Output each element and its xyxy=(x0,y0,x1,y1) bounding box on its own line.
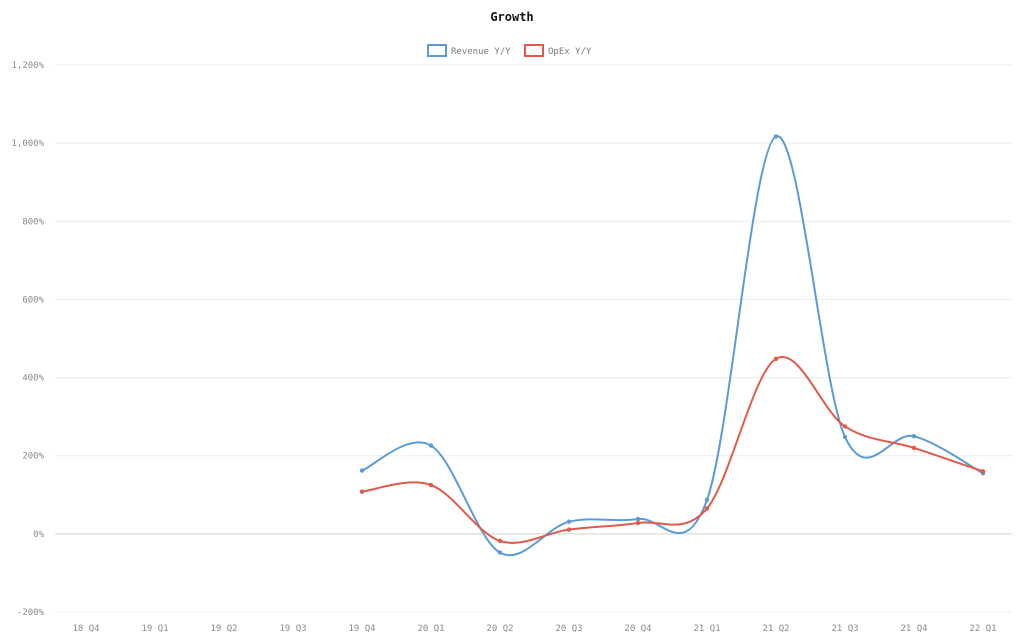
data-point[interactable] xyxy=(980,469,986,474)
y-tick-label: 800% xyxy=(22,217,44,227)
data-point[interactable] xyxy=(911,433,917,439)
data-points xyxy=(359,134,986,555)
data-point[interactable] xyxy=(359,468,365,473)
legend[interactable]: Revenue Y/Y OpEx Y/Y xyxy=(427,44,592,57)
x-tick-label: 20 Q1 xyxy=(417,624,444,634)
chart-title: Growth xyxy=(490,10,533,24)
y-tick-label: 1,000% xyxy=(11,139,44,149)
x-tick-label: 20 Q4 xyxy=(624,624,651,634)
y-tick-label: 200% xyxy=(22,452,44,462)
grid xyxy=(55,64,1012,613)
data-point[interactable] xyxy=(635,516,641,522)
x-tick-label: 19 Q2 xyxy=(210,624,237,634)
y-tick-label: 1,200% xyxy=(11,61,44,71)
data-point[interactable] xyxy=(704,497,710,503)
data-point[interactable] xyxy=(773,356,779,362)
x-tick-label: 22 Q1 xyxy=(969,624,996,634)
x-tick-label: 21 Q3 xyxy=(831,624,858,634)
x-axis-ticks: 18 Q4 19 Q1 19 Q2 19 Q3 19 Q4 20 Q1 20 Q2 20 Q3… xyxy=(72,624,996,634)
data-point[interactable] xyxy=(842,424,848,429)
data-point[interactable] xyxy=(428,443,434,448)
legend-swatch-revenue xyxy=(427,44,447,57)
data-point[interactable] xyxy=(635,520,641,526)
y-tick-label: 600% xyxy=(22,295,44,305)
x-tick-label: 20 Q2 xyxy=(486,624,513,634)
data-point[interactable] xyxy=(911,445,917,451)
y-tick-label: -200% xyxy=(17,608,45,618)
x-tick-label: 19 Q1 xyxy=(141,624,168,634)
series-line-0 xyxy=(361,135,984,556)
x-tick-label: 21 Q4 xyxy=(900,624,927,634)
data-point[interactable] xyxy=(773,134,779,139)
data-point[interactable] xyxy=(704,506,710,511)
data-point[interactable] xyxy=(428,482,434,488)
y-axis-ticks: -200% 0% 200% 400% 600% 800% 1,000% 1,200% xyxy=(11,61,44,618)
y-tick-label: 400% xyxy=(22,374,44,384)
series-line-1 xyxy=(361,356,984,544)
legend-item-opex[interactable]: OpEx Y/Y xyxy=(524,44,592,57)
data-point[interactable] xyxy=(566,519,572,524)
legend-label-opex: OpEx Y/Y xyxy=(548,47,592,57)
series-lines xyxy=(361,135,984,556)
data-point[interactable] xyxy=(497,538,503,544)
data-point[interactable] xyxy=(359,489,365,494)
y-tick-label: 0% xyxy=(33,530,44,540)
x-tick-label: 21 Q1 xyxy=(693,624,720,634)
data-point[interactable] xyxy=(842,434,848,440)
legend-item-revenue[interactable]: Revenue Y/Y xyxy=(427,44,511,57)
x-tick-label: 21 Q2 xyxy=(762,624,789,634)
x-tick-label: 20 Q3 xyxy=(555,624,582,634)
legend-swatch-opex xyxy=(524,44,544,57)
x-tick-label: 19 Q4 xyxy=(348,624,375,634)
x-tick-label: 19 Q3 xyxy=(279,624,306,634)
x-tick-label: 18 Q4 xyxy=(72,624,99,634)
data-point[interactable] xyxy=(566,527,572,532)
data-point[interactable] xyxy=(497,550,503,555)
legend-label-revenue: Revenue Y/Y xyxy=(451,47,511,57)
